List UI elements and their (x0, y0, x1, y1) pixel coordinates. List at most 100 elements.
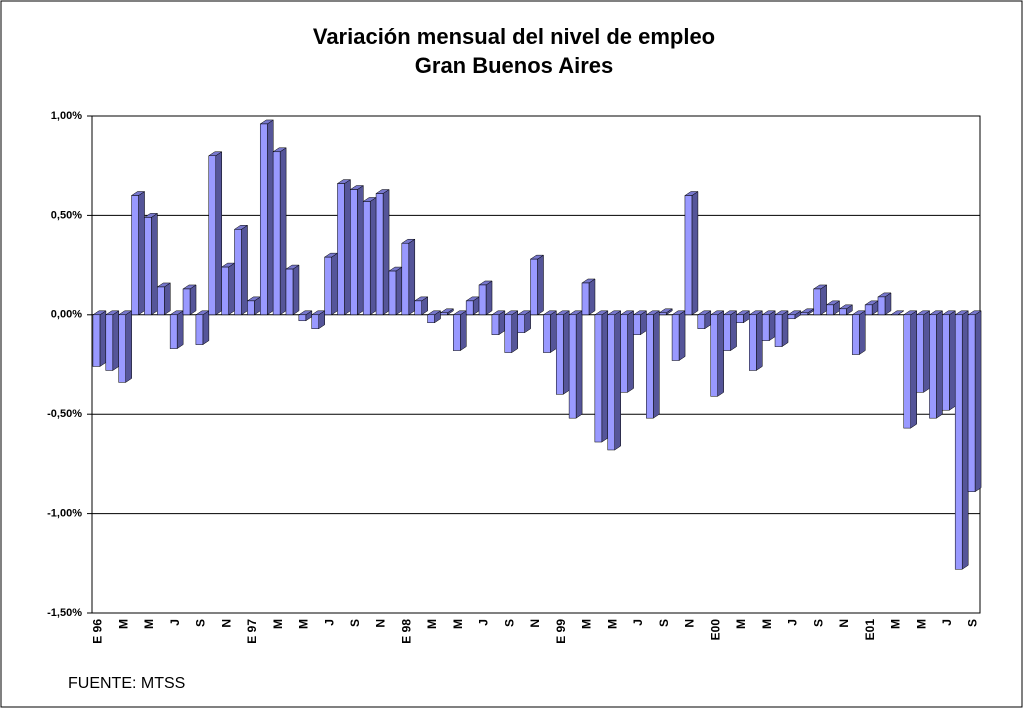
bar (195, 314, 204, 345)
bar-side (730, 310, 737, 352)
x-tick-label: E 97 (245, 619, 259, 644)
bar (440, 312, 448, 316)
bar (453, 314, 461, 351)
bar (568, 314, 577, 419)
bar (851, 314, 860, 355)
x-tick-label: J (786, 619, 800, 626)
y-tick-label: 1,00% (51, 110, 82, 122)
x-tick-label: S (502, 619, 516, 627)
bar (491, 314, 500, 335)
x-tick-label: M (889, 619, 903, 629)
x-tick-label: N (837, 619, 851, 628)
bar (594, 314, 603, 443)
source: FUENTE: MTSS (68, 675, 185, 692)
x-tick-label: E 98 (399, 619, 413, 644)
bar-side (627, 310, 634, 393)
bar-side (910, 310, 917, 429)
plot-area (91, 115, 981, 614)
bar (749, 314, 757, 371)
bar (311, 314, 319, 329)
bar-side (562, 310, 570, 395)
bar (864, 304, 873, 316)
bar-side (151, 212, 158, 316)
x-tick-label: N (683, 619, 697, 628)
x-tick-label: M (425, 619, 439, 629)
bar-side (189, 284, 197, 316)
bar-side (717, 310, 724, 397)
bar-side (202, 310, 210, 346)
bar-top (890, 310, 905, 316)
bar (105, 314, 114, 371)
bar-side (228, 262, 235, 316)
bar-side (575, 310, 583, 419)
x-tick-label: M (116, 619, 130, 629)
bar (350, 189, 358, 316)
x-tick-label: J (477, 619, 491, 626)
bar-side (614, 310, 621, 451)
bar (259, 123, 268, 316)
bar (298, 314, 307, 322)
bar-side (460, 310, 467, 352)
bar (92, 314, 101, 367)
x-tick-label: J (322, 619, 336, 626)
y-tick-label: 0,50% (51, 209, 82, 221)
bar (504, 314, 513, 353)
bar-side (601, 310, 609, 443)
bar (427, 314, 435, 324)
bar-side (961, 310, 969, 570)
bar (530, 258, 538, 316)
bar-side (266, 119, 274, 316)
bar-side (691, 191, 699, 316)
x-tick-label: S (811, 619, 825, 627)
x-tick-label: M (734, 619, 748, 629)
bar-side (112, 310, 120, 371)
bar (169, 314, 178, 349)
bar (337, 183, 345, 316)
bar (697, 314, 706, 329)
bar (839, 308, 847, 316)
bar (800, 312, 809, 316)
bar-side (241, 224, 248, 316)
bar-side (537, 254, 544, 316)
chart-subtitle: Gran Buenos Aires (415, 53, 613, 78)
bar-side (408, 238, 416, 316)
bar (388, 270, 397, 316)
bar-side (653, 310, 660, 419)
bar (324, 256, 332, 316)
bar (247, 300, 255, 316)
y-tick-label: -1,50% (47, 607, 82, 619)
x-tick-label: M (297, 619, 311, 629)
x-tick-label: S (966, 619, 980, 627)
bar (646, 314, 654, 419)
y-tick-label: -1,00% (47, 508, 82, 520)
x-tick-label: M (605, 619, 619, 629)
bar (671, 314, 680, 361)
x-tick-label: M (271, 619, 285, 629)
bar (131, 195, 139, 316)
bar (144, 217, 152, 316)
bar-side (768, 310, 776, 342)
bar (581, 282, 590, 316)
bar (826, 304, 834, 316)
bar (942, 314, 950, 411)
bar-side (858, 310, 866, 356)
x-tick-label: S (657, 619, 671, 627)
bar (401, 242, 410, 316)
bar (723, 314, 731, 351)
bar-side (138, 191, 145, 316)
bar-side (511, 310, 519, 354)
bar (787, 314, 796, 320)
bar-side (215, 151, 223, 316)
bar-side (756, 310, 763, 371)
bar (157, 286, 165, 316)
bar (543, 314, 551, 353)
bar (182, 288, 191, 316)
bar-side (279, 147, 287, 316)
bar (710, 314, 718, 397)
bar (736, 314, 744, 324)
bar-side (820, 284, 827, 316)
x-tick-label: J (168, 619, 182, 626)
bar (954, 314, 963, 570)
bar (465, 300, 474, 316)
